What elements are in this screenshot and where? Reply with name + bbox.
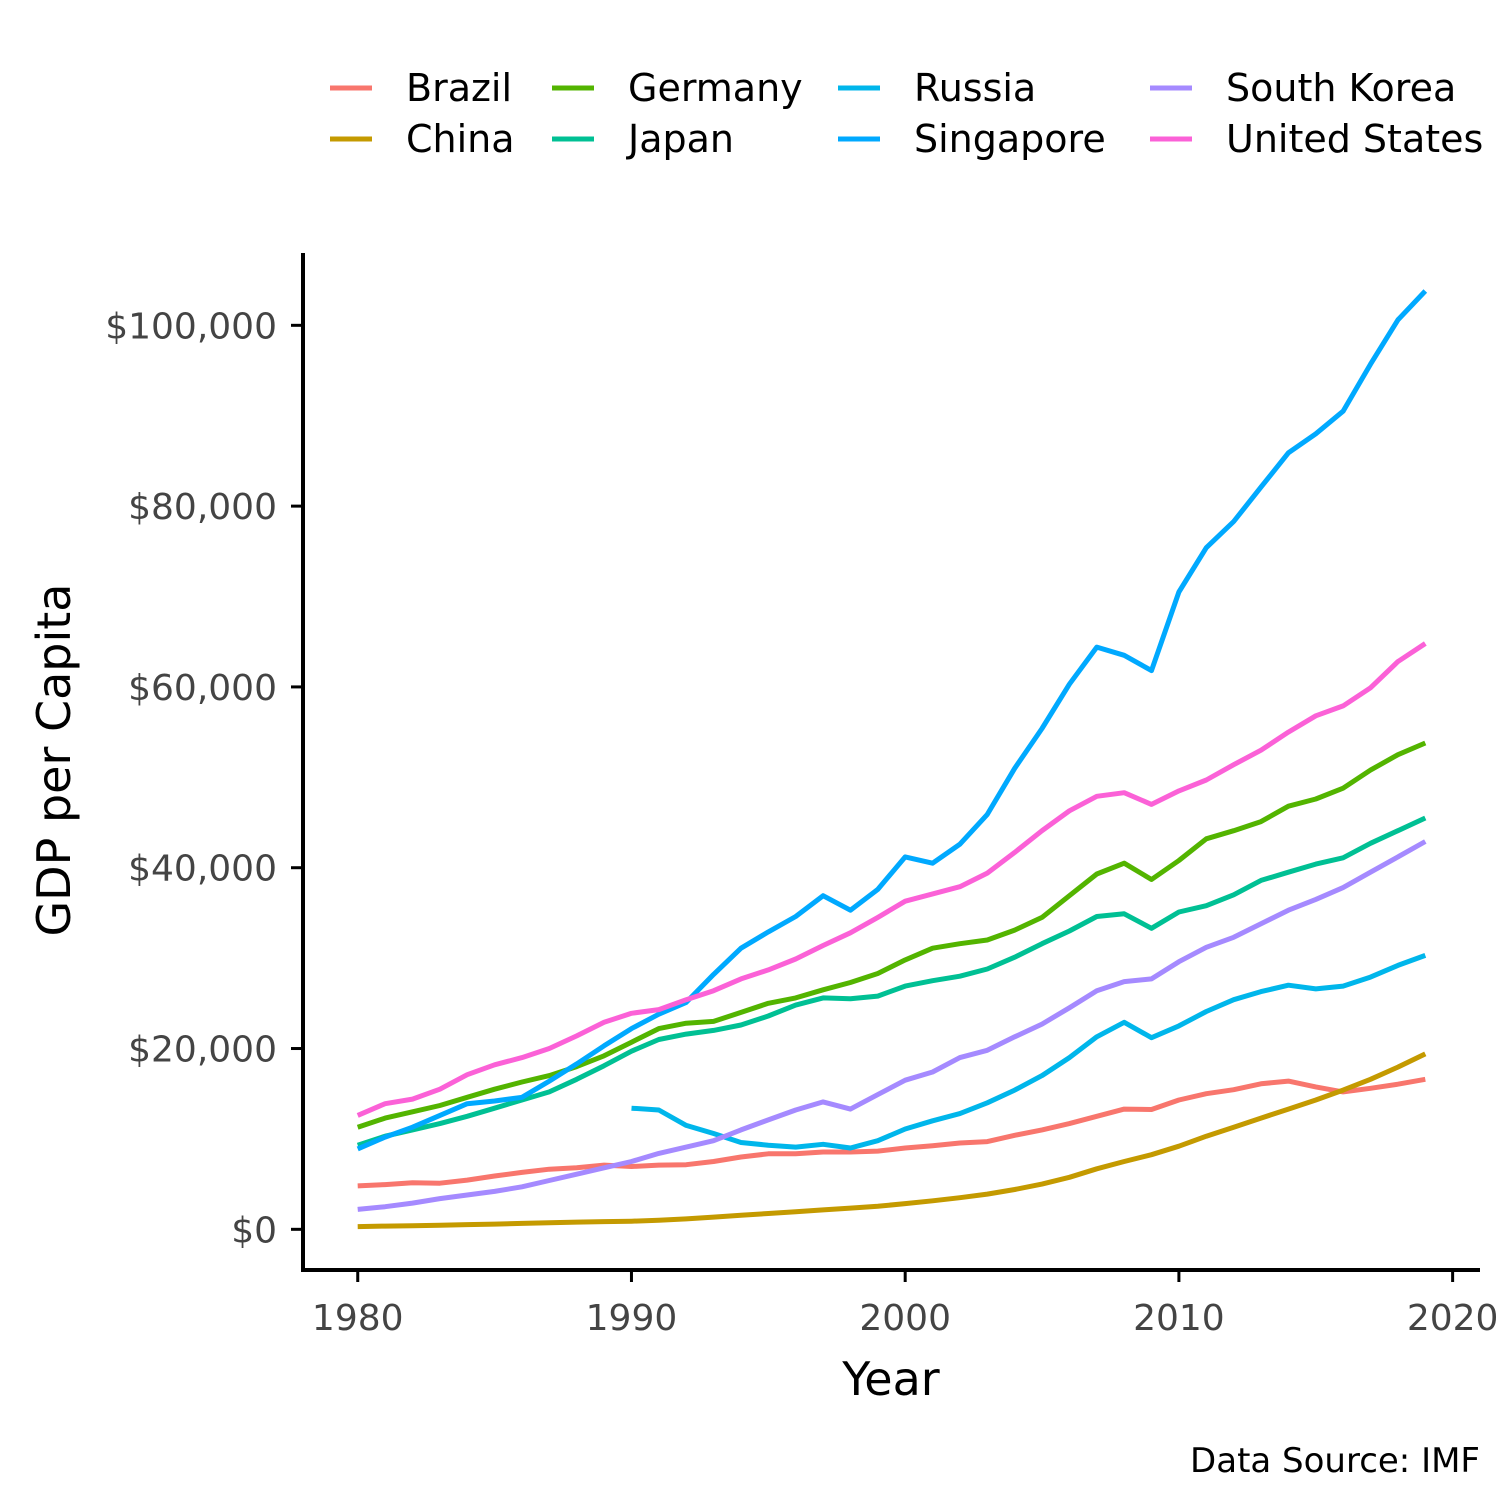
legend-label: Germany (628, 66, 803, 110)
caption: Data Source: IMF (1190, 1441, 1480, 1481)
series-line-brazil (357, 1076, 1426, 1189)
legend-item-united-states: United States (1150, 117, 1483, 161)
series-line-china (357, 1051, 1427, 1230)
axes-layer (301, 253, 1480, 1272)
x-tick-label: 1990 (586, 1298, 678, 1339)
y-tick-label: $100,000 (105, 306, 277, 347)
series-line-united-states (356, 641, 1427, 1118)
legend-item-brazil: Brazil (330, 66, 512, 110)
legend-label: Japan (626, 117, 734, 161)
legend-item-singapore: Singapore (838, 117, 1106, 161)
legend-item-germany: Germany (552, 66, 803, 110)
x-tick-label: 1980 (312, 1298, 404, 1339)
legend-label: Singapore (914, 117, 1106, 161)
series-line-south-korea (357, 839, 1427, 1212)
x-tick-label: 2010 (1133, 1298, 1225, 1339)
legend-label: South Korea (1226, 66, 1456, 110)
series-layer (356, 289, 1428, 1230)
series-line-japan (356, 815, 1427, 1148)
legend-item-russia: Russia (838, 66, 1036, 110)
series-line-singapore (356, 289, 1428, 1152)
y-tick-label: $0 (231, 1210, 277, 1251)
x-tick-label: 2020 (1407, 1298, 1499, 1339)
legend: Brazil China Germany Japan Russia Singapore So… (330, 66, 1483, 161)
legend-label: Russia (914, 66, 1036, 110)
y-tick-label: $20,000 (128, 1030, 277, 1071)
x-axis-title: Year (841, 1352, 939, 1406)
x-ticks: 1980 1990 2000 2010 2020 (312, 1270, 1499, 1339)
series-line-germany (356, 740, 1427, 1130)
y-ticks: $0 $20,000 $40,000 $60,000 $80,000 $100,000 (105, 306, 303, 1251)
x-tick-label: 2000 (859, 1298, 951, 1339)
legend-label: United States (1226, 117, 1483, 161)
legend-item-china: China (330, 117, 515, 161)
legend-item-south-korea: South Korea (1150, 66, 1456, 110)
y-tick-label: $60,000 (128, 668, 277, 709)
y-tick-label: $40,000 (128, 849, 277, 890)
legend-item-japan: Japan (552, 117, 734, 161)
series-line-russia (631, 953, 1427, 1151)
y-axis-title: GDP per Capita (27, 584, 81, 937)
legend-label: Brazil (406, 66, 512, 110)
legend-label: China (406, 117, 515, 161)
y-tick-label: $80,000 (128, 487, 277, 528)
